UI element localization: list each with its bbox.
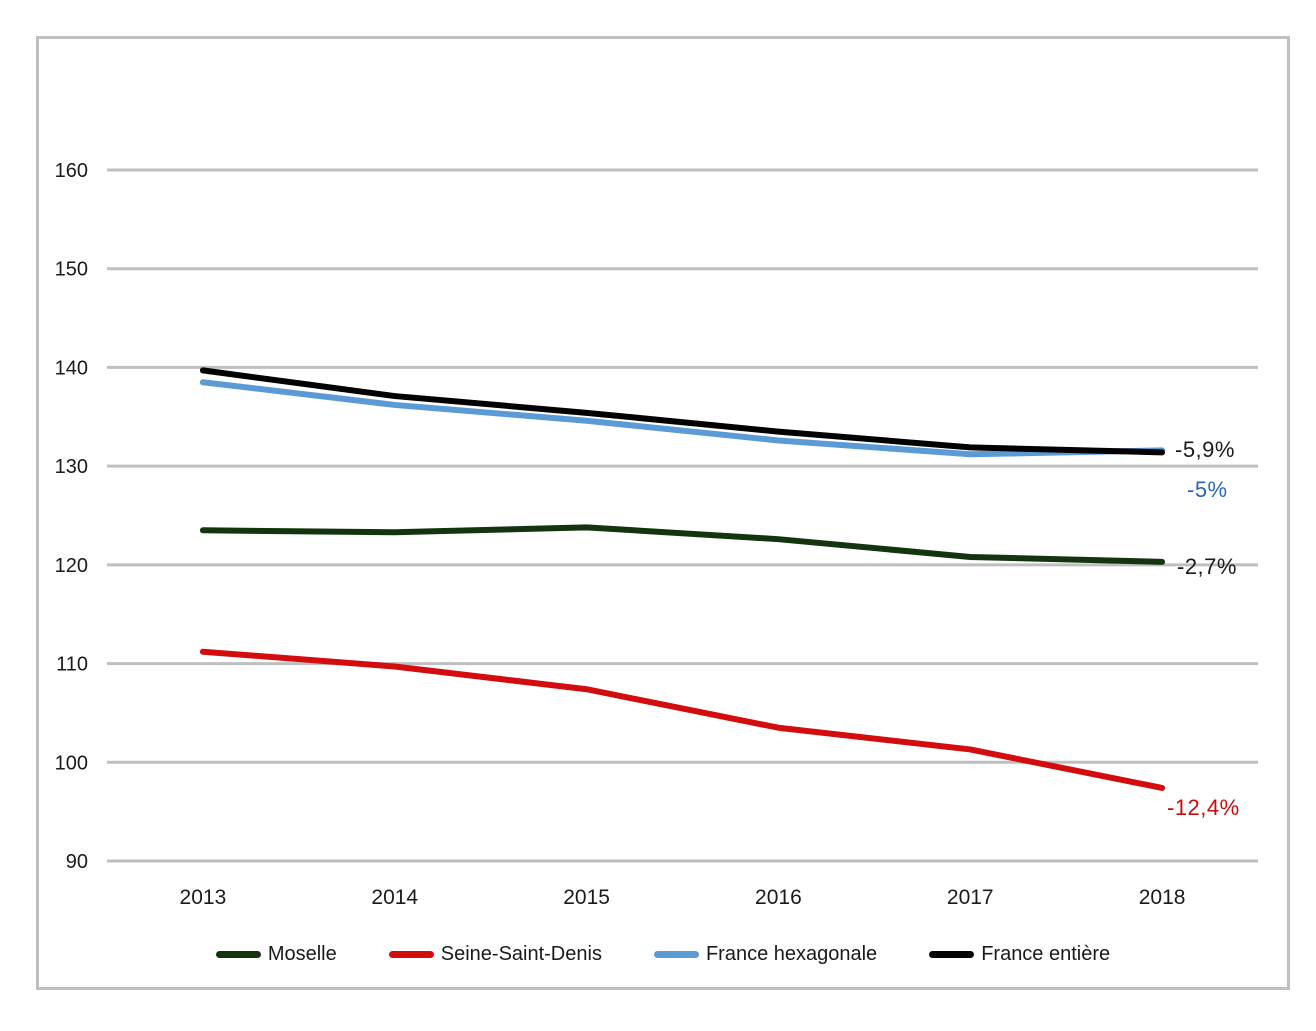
series-line-moselle — [199, 524, 1166, 565]
x-tick-label: 2013 — [180, 886, 227, 909]
legend-label-moselle: Moselle — [267, 942, 337, 965]
series-line-france-hexagonale — [199, 379, 1166, 458]
legend-item-moselle: Moselle — [215, 942, 337, 966]
y-tick-label: 160 — [55, 160, 88, 182]
end-label-france-entiere: -5,9% — [1175, 437, 1235, 462]
end-label-seine-saint-denis: -12,4% — [1167, 795, 1240, 820]
y-tick-label: 140 — [55, 357, 88, 379]
legend-item-seine-saint-denis: Seine-Saint-Denis — [388, 942, 602, 966]
series-line-france-enti-re — [199, 367, 1166, 456]
y-axis-tick-labels: 90 100 110 120 130 140 150 160 — [55, 160, 88, 873]
legend-label-france-hexagonale: France hexagonale — [705, 942, 878, 965]
y-tick-label: 90 — [66, 851, 88, 873]
y-tick-label: 110 — [56, 654, 88, 676]
france-hexagonale-line-swatch-icon — [653, 950, 699, 958]
x-tick-label: 2014 — [371, 886, 418, 909]
y-tick-label: 120 — [55, 555, 88, 577]
y-tick-label: 150 — [55, 259, 88, 281]
x-tick-label: 2016 — [755, 886, 802, 909]
legend-item-france-entiere: France entière — [929, 943, 1110, 966]
chart-legend: Moselle Seine-Saint-Denis France hexagon… — [39, 937, 1287, 971]
chart-frame: 90 100 110 120 130 140 150 160 2013 2014 2015 2016… — [36, 36, 1290, 990]
line-chart: 90 100 110 120 130 140 150 160 2013 2014 2015 2016… — [55, 160, 1258, 909]
moselle-line-swatch-icon — [215, 950, 261, 958]
x-tick-label: 2015 — [563, 886, 610, 909]
x-tick-label: 2017 — [947, 886, 994, 909]
legend-label-seine-saint-denis: Seine-Saint-Denis — [440, 942, 602, 965]
seine-saint-denis-line-swatch-icon — [388, 950, 434, 958]
x-axis-tick-labels: 2013 2014 2015 2016 2017 2018 — [180, 886, 1186, 909]
france-entiere-line-swatch-icon — [929, 950, 975, 958]
gridlines-group — [107, 168, 1258, 863]
legend-item-france-hexagonale: France hexagonale — [653, 942, 878, 966]
y-tick-label: 100 — [55, 752, 88, 774]
series-lines-group — [199, 367, 1166, 791]
series-line-seine-saint-denis — [199, 648, 1166, 791]
y-tick-label: 130 — [55, 456, 88, 478]
x-tick-label: 2018 — [1139, 886, 1186, 909]
end-label-france-hexagonale: -5% — [1187, 477, 1228, 502]
legend-label-france-entiere: France entière — [981, 942, 1111, 965]
end-label-moselle: -2,7% — [1177, 554, 1237, 579]
